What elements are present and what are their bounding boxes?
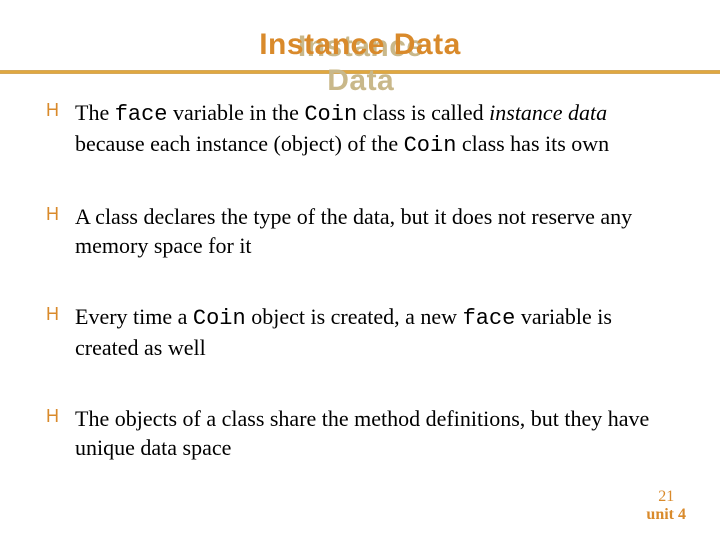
page-number: 21 [646,488,686,506]
list-item: H A class declares the type of the data, … [46,202,670,260]
slide-footer: 21 unit 4 [646,488,686,524]
bullet-icon: H [46,406,59,427]
bullet-icon: H [46,304,59,325]
slide-title: Instance Data Instance Data [0,0,720,68]
list-item: H Every time a Coin object is created, a … [46,302,670,362]
bullet-text: Every time a Coin object is created, a n… [75,302,670,362]
bullet-icon: H [46,204,59,225]
list-item: H The objects of a class share the method… [46,404,670,462]
bullet-list: H The face variable in the Coin class is … [0,74,720,462]
bullet-text: The face variable in the Coin class is c… [75,98,670,160]
title-text: Instance Data [259,28,461,61]
bullet-icon: H [46,100,59,121]
list-item: H The face variable in the Coin class is … [46,98,670,160]
bullet-text: A class declares the type of the data, b… [75,202,670,260]
bullet-text: The objects of a class share the method … [75,404,670,462]
unit-label: unit 4 [646,506,686,524]
